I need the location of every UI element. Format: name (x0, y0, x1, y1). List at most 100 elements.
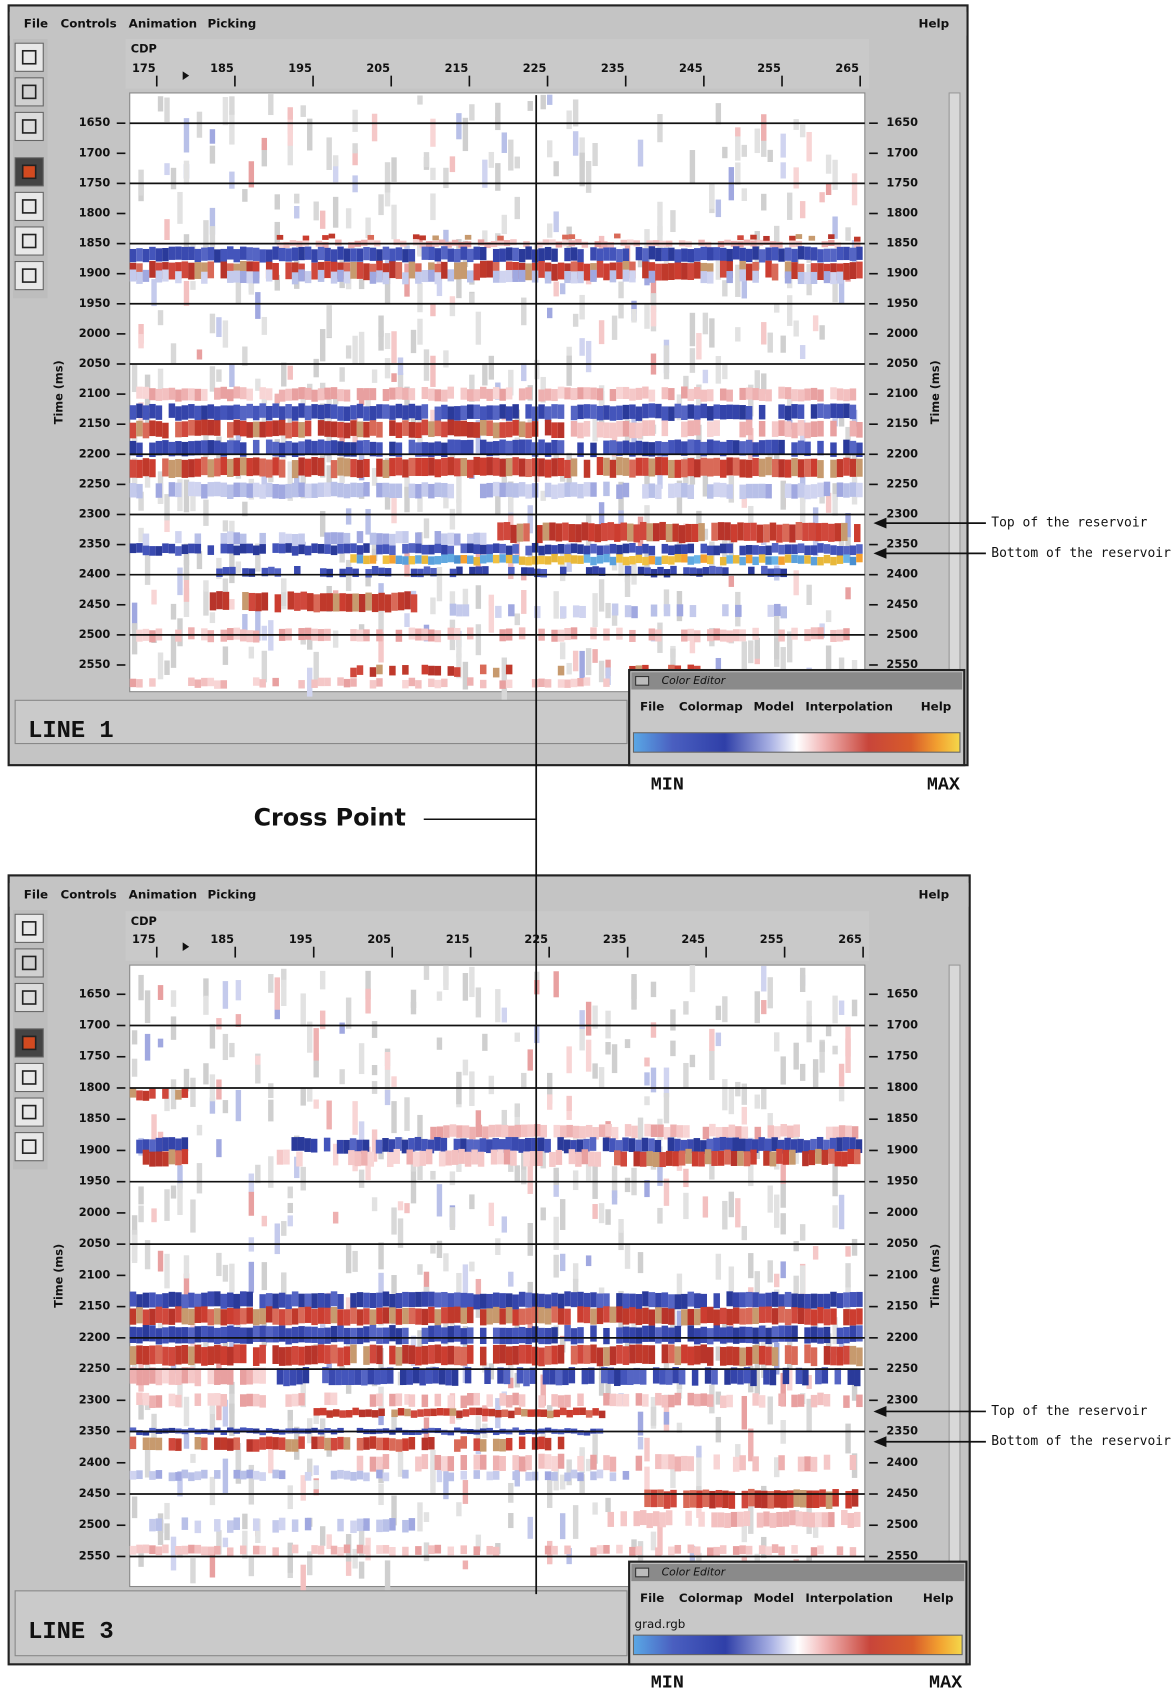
trace-sample (415, 1292, 421, 1307)
trace-sample (190, 1199, 195, 1232)
trace-sample (259, 458, 265, 476)
trace-sample (538, 389, 544, 401)
window-menu-button[interactable] (636, 677, 649, 686)
trace-sample (748, 640, 753, 663)
tool-button[interactable] (15, 112, 43, 140)
tool-button[interactable] (15, 43, 43, 71)
trace-sample (577, 423, 583, 439)
trace-sample (811, 247, 817, 260)
color-editor-menu-item[interactable]: File (640, 1591, 664, 1605)
trace-sample (571, 1346, 577, 1365)
menu-item[interactable]: Controls (61, 887, 117, 901)
trace-sample (385, 333, 390, 349)
trace-sample (832, 996, 837, 1024)
trace-sample (824, 555, 830, 563)
color-editor-menu-item[interactable]: File (640, 699, 664, 713)
trace-sample (577, 1393, 583, 1405)
trace-sample (324, 261, 330, 278)
trace-sample (720, 261, 726, 278)
trace-sample (417, 95, 422, 104)
color-editor-menu-item[interactable]: Interpolation (805, 699, 893, 713)
trace-sample (502, 1409, 508, 1416)
tool-button[interactable] (15, 78, 43, 106)
trace-sample (657, 1125, 663, 1137)
color-editor-menu-item[interactable]: Model (753, 1591, 794, 1605)
trace-sample (701, 1344, 707, 1363)
trace-sample (279, 1293, 285, 1308)
trace-sample (675, 1545, 681, 1554)
window-menu-button[interactable] (636, 1568, 649, 1577)
trace-sample (746, 1327, 752, 1343)
trace-sample (473, 1393, 479, 1405)
color-editor-menu-item[interactable]: Model (753, 699, 794, 713)
trace-sample (742, 1396, 747, 1430)
trace-sample (696, 1446, 701, 1458)
color-editor-menu-item[interactable]: Colormap (679, 1591, 743, 1605)
scrollbar[interactable] (949, 965, 960, 1565)
color-editor-menu-item[interactable]: Interpolation (805, 1591, 893, 1605)
trace-sample (249, 1262, 254, 1293)
tool-button[interactable] (15, 914, 43, 942)
trace-sample (428, 458, 434, 476)
trace-sample (424, 518, 429, 538)
trace-sample (817, 389, 823, 401)
trace-sample (508, 604, 514, 616)
tool-button[interactable] (15, 1133, 43, 1161)
menu-help[interactable]: Help (919, 887, 950, 901)
trace-sample (571, 406, 577, 420)
trace-sample (512, 404, 518, 418)
trace-sample (253, 677, 259, 685)
trace-sample (350, 668, 356, 678)
trace-sample (221, 249, 227, 262)
trace-sample (272, 1294, 278, 1309)
menu-item[interactable]: Controls (61, 16, 117, 30)
menu-item[interactable]: Animation (129, 16, 197, 30)
tool-glyph (23, 165, 36, 178)
trace-sample (149, 1292, 155, 1307)
tool-button[interactable] (15, 262, 43, 290)
trace-sample (629, 556, 635, 564)
scrollbar[interactable] (949, 93, 960, 670)
menu-item[interactable]: Animation (129, 887, 197, 901)
menu-help[interactable]: Help (919, 16, 950, 30)
trace-sample (385, 594, 391, 612)
trace-sample (292, 1394, 298, 1406)
trace-sample (136, 543, 142, 553)
trace-sample (149, 1471, 155, 1480)
trace-sample (272, 1308, 278, 1324)
trace-sample (411, 330, 416, 353)
trace-sample (573, 1408, 579, 1415)
menu-item[interactable]: File (24, 887, 48, 901)
tool-button[interactable] (15, 983, 43, 1011)
trace-sample (350, 1344, 356, 1363)
trace-sample (850, 1326, 856, 1342)
trace-sample (452, 1370, 458, 1386)
cdp-tick-label: 265 (835, 61, 859, 75)
trace-sample (642, 248, 648, 261)
tool-button[interactable] (15, 227, 43, 255)
menu-item[interactable]: File (24, 16, 48, 30)
trace-sample (817, 249, 823, 262)
menu-item[interactable]: Picking (208, 16, 257, 30)
trace-sample (502, 215, 507, 234)
time-tick-label-right: 2200 (886, 1330, 918, 1344)
trace-sample (138, 1205, 143, 1222)
trace-sample (376, 1545, 382, 1554)
trace-sample (558, 1395, 564, 1407)
menu-item[interactable]: Picking (208, 887, 257, 901)
trace-sample (532, 249, 538, 262)
color-editor-menu-item[interactable]: Help (923, 1591, 954, 1605)
trace-sample (493, 1547, 499, 1556)
trace-sample (644, 1490, 650, 1507)
trace-sample (266, 249, 272, 262)
tool-button[interactable] (15, 192, 43, 220)
trace-sample (765, 247, 771, 260)
color-editor-menu-item[interactable]: Colormap (679, 699, 743, 713)
trace-sample (285, 1394, 291, 1406)
tool-button[interactable] (15, 1063, 43, 1091)
tool-button[interactable] (15, 1098, 43, 1126)
trace-sample (515, 1165, 520, 1181)
color-editor-menu-item[interactable]: Help (921, 699, 952, 713)
trace-sample (506, 1293, 512, 1308)
tool-button[interactable] (15, 949, 43, 977)
